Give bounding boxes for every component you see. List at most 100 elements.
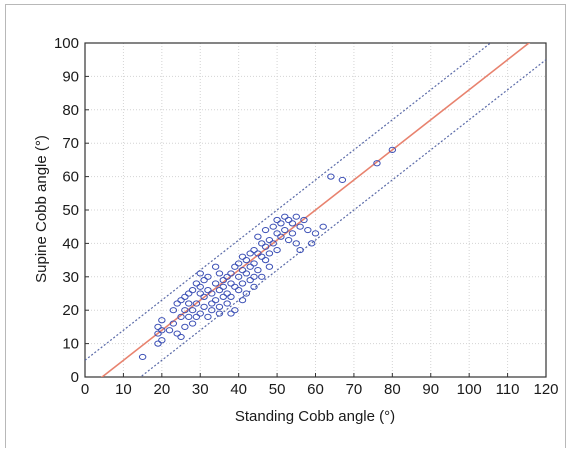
data-point <box>154 323 162 330</box>
data-point <box>204 313 212 320</box>
data-point <box>273 216 281 224</box>
data-point <box>223 273 231 280</box>
data-point <box>196 310 204 317</box>
y-tick-label: 50 <box>62 202 79 219</box>
data-point <box>181 307 189 314</box>
data-point <box>242 270 251 277</box>
y-tick-label: 90 <box>62 68 79 85</box>
data-point <box>200 303 208 310</box>
data-point <box>250 283 258 290</box>
data-point <box>300 216 308 224</box>
data-point <box>284 216 293 224</box>
data-point <box>181 323 189 330</box>
data-point <box>169 307 178 314</box>
fit-lines <box>85 43 546 377</box>
data-point <box>138 353 147 361</box>
y-tick-label: 0 <box>71 369 79 386</box>
data-point <box>196 283 204 290</box>
data-point <box>154 340 162 347</box>
data-point <box>177 313 185 320</box>
data-point <box>338 176 347 184</box>
y-tick-label: 20 <box>62 302 79 319</box>
x-tick-label: 110 <box>496 381 520 398</box>
data-point <box>296 223 304 230</box>
data-point <box>158 327 166 334</box>
data-point <box>208 290 216 297</box>
data-point <box>238 280 247 287</box>
data-point <box>388 146 397 153</box>
x-axis-ticks: 0 10 20 30 40 50 60 70 80 90 100 110 120 <box>81 373 559 398</box>
data-point <box>250 246 258 254</box>
data-point <box>250 273 258 280</box>
data-point <box>261 226 270 234</box>
y-tick-label: 30 <box>62 269 79 286</box>
data-point <box>292 213 300 220</box>
data-point <box>154 330 162 337</box>
data-point <box>200 293 208 300</box>
data-point <box>273 230 281 237</box>
data-point <box>234 273 243 280</box>
data-point <box>265 236 274 244</box>
x-tick-label: 0 <box>81 381 89 398</box>
data-point <box>165 327 174 334</box>
data-point <box>173 300 181 307</box>
data-point <box>265 250 274 257</box>
x-tick-label: 40 <box>230 381 247 398</box>
data-point <box>219 283 228 290</box>
x-tick-label: 60 <box>307 381 324 398</box>
data-point <box>192 313 201 320</box>
data-point <box>281 213 289 220</box>
data-point <box>227 293 235 300</box>
data-point <box>234 260 243 267</box>
data-point <box>215 287 224 294</box>
data-point <box>231 307 239 314</box>
data-point <box>288 230 297 237</box>
data-point <box>238 267 247 274</box>
data-point <box>265 263 274 270</box>
data-point <box>258 253 266 260</box>
data-point <box>196 290 204 297</box>
x-tick-label: 80 <box>384 381 401 398</box>
x-tick-label: 70 <box>346 381 363 398</box>
x-tick-label: 100 <box>457 381 482 398</box>
data-point <box>204 273 212 280</box>
data-point <box>223 300 231 307</box>
data-point <box>196 270 204 277</box>
data-point <box>200 277 208 284</box>
y-tick-label: 100 <box>54 35 79 52</box>
data-point <box>281 226 289 234</box>
data-point <box>211 263 220 270</box>
data-point <box>234 287 243 294</box>
data-point <box>238 253 247 260</box>
x-tick-label: 30 <box>192 381 209 398</box>
data-point <box>261 257 270 264</box>
upper-band-line <box>85 43 492 361</box>
data-point <box>223 290 231 297</box>
data-point <box>211 297 220 304</box>
data-point <box>254 233 262 240</box>
data-point <box>215 270 224 277</box>
data-point <box>246 250 254 257</box>
x-tick-label: 50 <box>269 381 286 398</box>
data-point <box>269 240 277 247</box>
data-point <box>227 270 235 277</box>
data-point <box>246 263 254 270</box>
data-point <box>296 246 304 254</box>
data-point <box>181 293 189 300</box>
y-tick-label: 60 <box>62 169 79 186</box>
data-point <box>238 297 247 304</box>
data-point <box>185 290 193 297</box>
data-point <box>311 230 320 237</box>
data-point <box>208 300 216 307</box>
y-tick-label: 40 <box>62 235 79 252</box>
figure-frame <box>5 4 566 448</box>
x-axis-label: Standing Cobb angle (°) <box>235 408 395 425</box>
y-axis-label: Supine Cobb angle (°) <box>33 135 50 283</box>
data-point <box>277 220 285 227</box>
data-point <box>284 236 293 244</box>
x-tick-label: 20 <box>153 381 170 398</box>
data-point <box>254 250 262 257</box>
data-point <box>192 280 201 287</box>
y-axis-ticks: 0 10 20 30 40 50 60 70 80 90 100 <box>54 35 89 386</box>
